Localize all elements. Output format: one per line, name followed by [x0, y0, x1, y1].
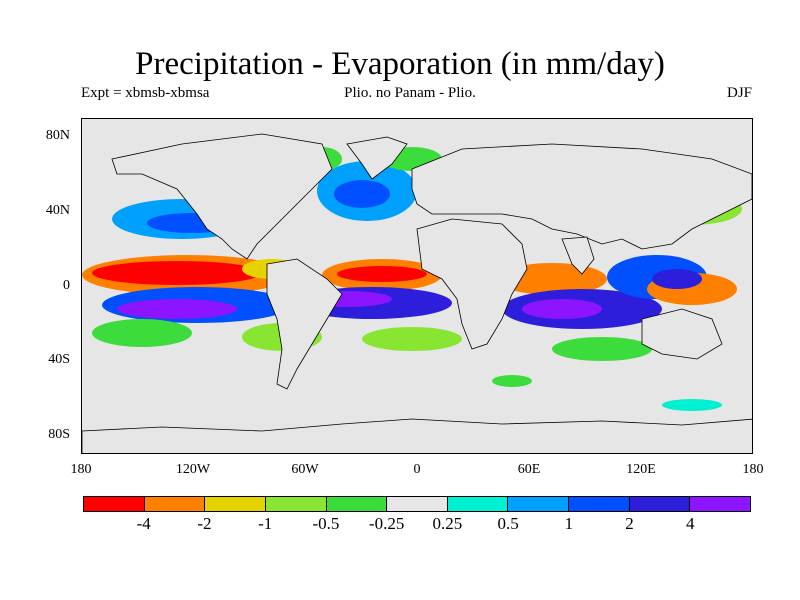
field-blob: [92, 319, 192, 347]
continent-antarctica: [82, 418, 752, 453]
field-blob: [334, 180, 390, 208]
x-tick-label: 120E: [626, 462, 656, 477]
field-blob: [552, 337, 652, 361]
colorbar-label: -1: [258, 514, 273, 533]
map-panel: [81, 118, 753, 454]
colorbar-box: [387, 497, 448, 511]
colorbar-label: 2: [625, 514, 634, 533]
continent-north-america: [111, 133, 333, 260]
continent-africa: [416, 218, 528, 350]
y-tick-label: 40N: [45, 203, 70, 218]
colorbar-label: 0.5: [497, 514, 519, 533]
field-blob: [362, 327, 462, 351]
field-blob: [492, 375, 532, 387]
colorbar-box: [205, 497, 266, 511]
colorbar-box: [508, 497, 570, 511]
continent-eurasia: [411, 143, 752, 250]
continent-south-america: [266, 258, 343, 390]
field-blob: [337, 266, 427, 282]
colorbar-box: [144, 497, 206, 511]
colorbar-label: -0.25: [368, 514, 405, 533]
continent-india: [561, 236, 595, 275]
season-label: DJF: [726, 85, 752, 101]
x-tick-label: 0: [413, 462, 421, 477]
continent-greenland: [346, 136, 408, 180]
x-tick-label: 120W: [175, 462, 211, 477]
continent-australia: [641, 308, 723, 360]
experiment-label: Expt = xbmsb-xbmsa: [81, 85, 210, 101]
y-tick-label: 80S: [48, 427, 70, 442]
colorbar-box: [569, 497, 630, 511]
colorbar-label: 4: [686, 514, 695, 533]
field-blob: [662, 399, 722, 411]
plot-title: Precipitation - Evaporation (in mm/day): [135, 46, 665, 82]
colorbar-box: [265, 497, 327, 511]
colorbar-label: 0.25: [432, 514, 463, 533]
colorbar-box: [629, 497, 691, 511]
x-tick-label: 60W: [291, 462, 319, 477]
colorbar: [83, 496, 751, 512]
x-tick-label: 60E: [517, 462, 541, 477]
field-blob: [117, 299, 237, 319]
x-tick-label: 180: [70, 462, 92, 477]
colorbar-label: -0.5: [312, 514, 340, 533]
y-tick-label: 80N: [45, 128, 70, 143]
map-field: [82, 133, 752, 453]
colorbar-box: [84, 497, 145, 511]
y-tick-label: 40S: [48, 352, 70, 367]
colorbar-box: [326, 497, 388, 511]
coastlines: [82, 133, 752, 453]
colorbar-box: [690, 497, 751, 511]
colorbar-box: [447, 497, 509, 511]
pe-field-blobs: [82, 147, 742, 411]
x-tick-label: 180: [742, 462, 764, 477]
colorbar-label: 1: [564, 514, 574, 533]
colorbar-label: -4: [136, 514, 151, 533]
field-blob: [522, 299, 602, 319]
field-blob: [652, 269, 702, 289]
comparison-label: Plio. no Panam - Plio.: [344, 85, 476, 101]
field-blob: [92, 261, 262, 285]
colorbar-label: -2: [197, 514, 212, 533]
y-tick-label: 0: [63, 278, 70, 293]
